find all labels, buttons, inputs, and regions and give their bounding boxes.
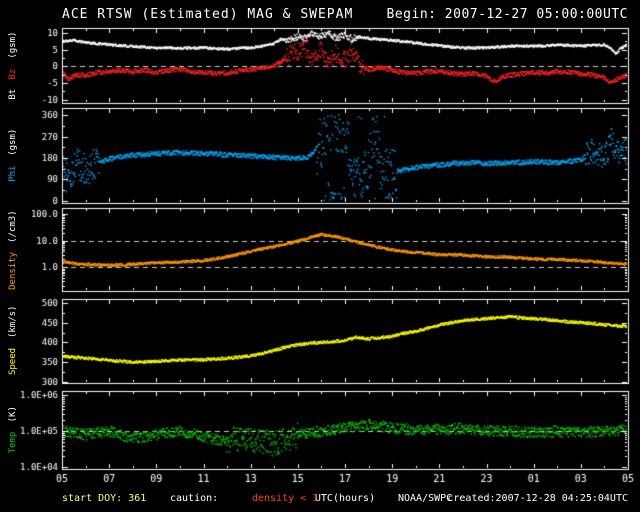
temp-unit-label: (K) xyxy=(8,406,18,423)
caution-text: caution: xyxy=(170,493,219,504)
mag-unit-label: (gsm) xyxy=(8,31,18,59)
y-axis-label-phi: Phi (gsm) xyxy=(0,108,26,203)
y-axis-label-density: Density (/cm3) xyxy=(0,208,26,291)
density-unit-label: (/cm3) xyxy=(8,209,18,243)
temp-label: Temp xyxy=(8,432,18,454)
y-axis-label-temp: Temp (K) xyxy=(0,391,26,469)
density-label: Density xyxy=(8,251,18,290)
begin-timestamp: Begin: 2007-12-27 05:00:00UTC xyxy=(386,7,628,22)
agency-text: NOAA/SWPC xyxy=(398,493,453,504)
speed-unit-label: (km/s) xyxy=(8,306,18,339)
bz-label: Bz xyxy=(8,68,18,80)
y-axis-label-speed: Speed (km/s) xyxy=(0,299,26,383)
phi-label: Phi xyxy=(8,165,18,182)
phi-unit-label: (gsm) xyxy=(8,129,18,157)
plot-title: ACE RTSW (Estimated) MAG & SWEPAM xyxy=(62,7,354,22)
speed-label: Speed xyxy=(8,348,18,376)
x-axis-title: UTC(hours) xyxy=(314,493,376,504)
caution-value-text: density < 1 xyxy=(252,493,319,504)
start-doy-text: start DOY: 361 xyxy=(62,493,147,504)
created-timestamp: created:2007-12-28 04:25:04UTC xyxy=(447,493,628,504)
bt-label: Bt xyxy=(8,88,18,100)
y-axis-label-mag: Bt Bz (gsm) xyxy=(0,28,26,103)
